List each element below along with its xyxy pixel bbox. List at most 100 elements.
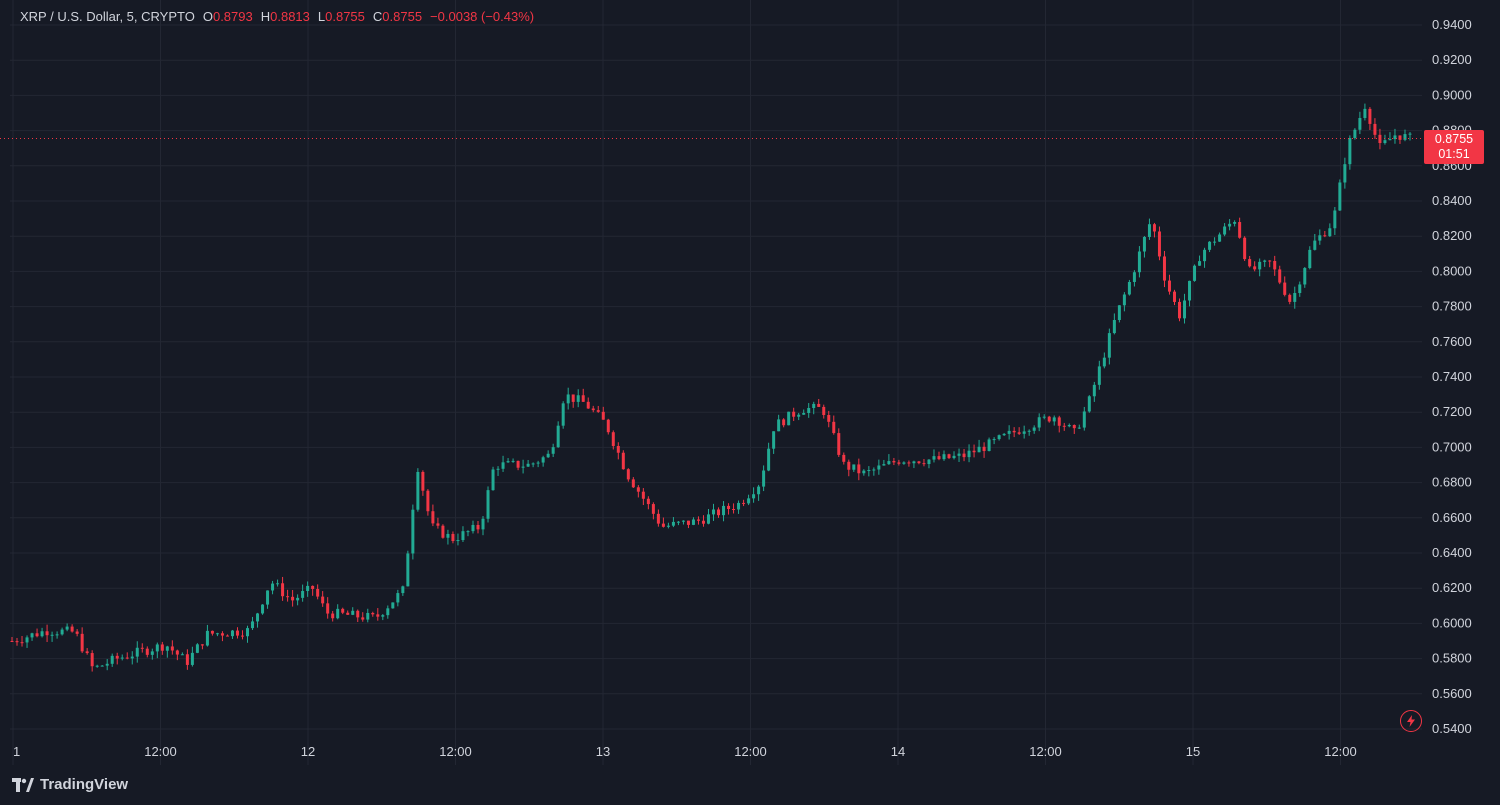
candle-body bbox=[110, 655, 114, 664]
candle-body bbox=[476, 524, 480, 530]
candle-body bbox=[1343, 164, 1347, 183]
lightning-icon[interactable] bbox=[1400, 710, 1422, 732]
candle-body bbox=[1042, 416, 1046, 418]
candle-body bbox=[486, 490, 490, 519]
candle-body bbox=[616, 445, 620, 453]
candle-body bbox=[481, 518, 485, 530]
candle-body bbox=[521, 466, 525, 468]
candle-body bbox=[847, 461, 851, 470]
candle-body bbox=[636, 487, 640, 492]
candle-body bbox=[671, 521, 675, 526]
candle-body bbox=[1268, 260, 1272, 262]
candle-body bbox=[100, 665, 104, 667]
candle-body bbox=[456, 540, 460, 542]
y-tick-label: 0.7000 bbox=[1432, 439, 1472, 454]
candle-body bbox=[361, 617, 365, 620]
symbol-title[interactable]: XRP / U.S. Dollar, 5, CRYPTO bbox=[20, 9, 195, 24]
candle-body bbox=[421, 471, 425, 491]
candle-body bbox=[546, 453, 550, 458]
candle-body bbox=[977, 446, 981, 453]
change-value: −0.0038 (−0.43%) bbox=[430, 9, 535, 24]
close-value: 0.8755 bbox=[382, 9, 423, 24]
candle-body bbox=[261, 604, 265, 614]
candle-body bbox=[1328, 228, 1332, 237]
candle-body bbox=[656, 513, 660, 524]
candle-body bbox=[45, 631, 49, 636]
candle-body bbox=[1278, 269, 1282, 283]
candle-body bbox=[511, 460, 515, 462]
last-price-value: 0.8755 bbox=[1434, 132, 1474, 146]
candle-body bbox=[531, 463, 535, 465]
candle-body bbox=[40, 631, 44, 637]
candle-body bbox=[1112, 319, 1116, 334]
candle-body bbox=[311, 585, 315, 589]
candle-body bbox=[897, 462, 901, 464]
y-tick-label: 0.5800 bbox=[1432, 651, 1472, 666]
candle-body bbox=[501, 462, 505, 469]
candle-body bbox=[696, 519, 700, 521]
candle-body bbox=[200, 644, 204, 646]
candle-body bbox=[406, 553, 410, 587]
candle-body bbox=[892, 461, 896, 463]
candle-body bbox=[396, 593, 400, 603]
candle-body bbox=[967, 450, 971, 458]
high-label: H bbox=[260, 9, 271, 24]
candle-body bbox=[371, 612, 375, 615]
candle-body bbox=[1037, 417, 1041, 428]
candle-body bbox=[877, 465, 881, 470]
candle-body bbox=[1353, 129, 1357, 139]
candle-body bbox=[1007, 430, 1011, 434]
candle-body bbox=[1183, 300, 1187, 319]
candle-body bbox=[1082, 411, 1086, 428]
candle-body bbox=[1062, 425, 1066, 427]
candle-body bbox=[1308, 249, 1312, 269]
candle-body bbox=[1333, 210, 1337, 229]
candle-body bbox=[1318, 235, 1322, 241]
candle-body bbox=[762, 470, 766, 487]
candle-body bbox=[747, 498, 751, 504]
candle-body bbox=[691, 519, 695, 525]
candle-body bbox=[125, 657, 129, 659]
y-tick-label: 0.7800 bbox=[1432, 299, 1472, 314]
candle-body bbox=[381, 615, 385, 617]
candle-body bbox=[832, 421, 836, 434]
candle-body bbox=[571, 394, 575, 402]
candle-body bbox=[621, 452, 625, 470]
candle-body bbox=[160, 644, 164, 651]
candle-body bbox=[722, 505, 726, 516]
candle-body bbox=[441, 525, 445, 538]
candle-body bbox=[1253, 266, 1257, 270]
tradingview-branding[interactable]: TradingView bbox=[12, 776, 128, 793]
candle-body bbox=[1338, 182, 1342, 211]
candle-body bbox=[1002, 433, 1006, 436]
candle-body bbox=[336, 608, 340, 619]
candle-body bbox=[641, 491, 645, 499]
candle-body bbox=[1378, 134, 1382, 144]
candle-body bbox=[1313, 240, 1317, 250]
candle-body bbox=[70, 626, 74, 632]
x-tick-label: 14 bbox=[891, 744, 905, 759]
candle-body bbox=[782, 419, 786, 426]
candle-body bbox=[1072, 424, 1076, 429]
candle-body bbox=[952, 455, 956, 459]
candle-body bbox=[1097, 366, 1101, 385]
candle-body bbox=[376, 614, 380, 617]
low-value: 0.8755 bbox=[325, 9, 365, 24]
candle-body bbox=[271, 583, 275, 591]
candle-body bbox=[526, 463, 530, 467]
candle-body bbox=[581, 395, 585, 402]
candle-body bbox=[772, 431, 776, 449]
symbol-legend: XRP / U.S. Dollar, 5, CRYPTO O 0.8793 H 0.… bbox=[20, 9, 542, 24]
candle-body bbox=[807, 408, 811, 413]
candle-body bbox=[246, 628, 250, 637]
x-tick-label: 12:00 bbox=[734, 744, 767, 759]
candle-body bbox=[386, 608, 390, 616]
candle-body bbox=[50, 634, 54, 636]
candle-body bbox=[15, 641, 19, 643]
candle-body bbox=[115, 655, 119, 659]
candle-body bbox=[135, 647, 139, 657]
candle-body bbox=[1283, 282, 1287, 295]
candle-body bbox=[591, 408, 595, 411]
candle-body bbox=[626, 469, 630, 480]
